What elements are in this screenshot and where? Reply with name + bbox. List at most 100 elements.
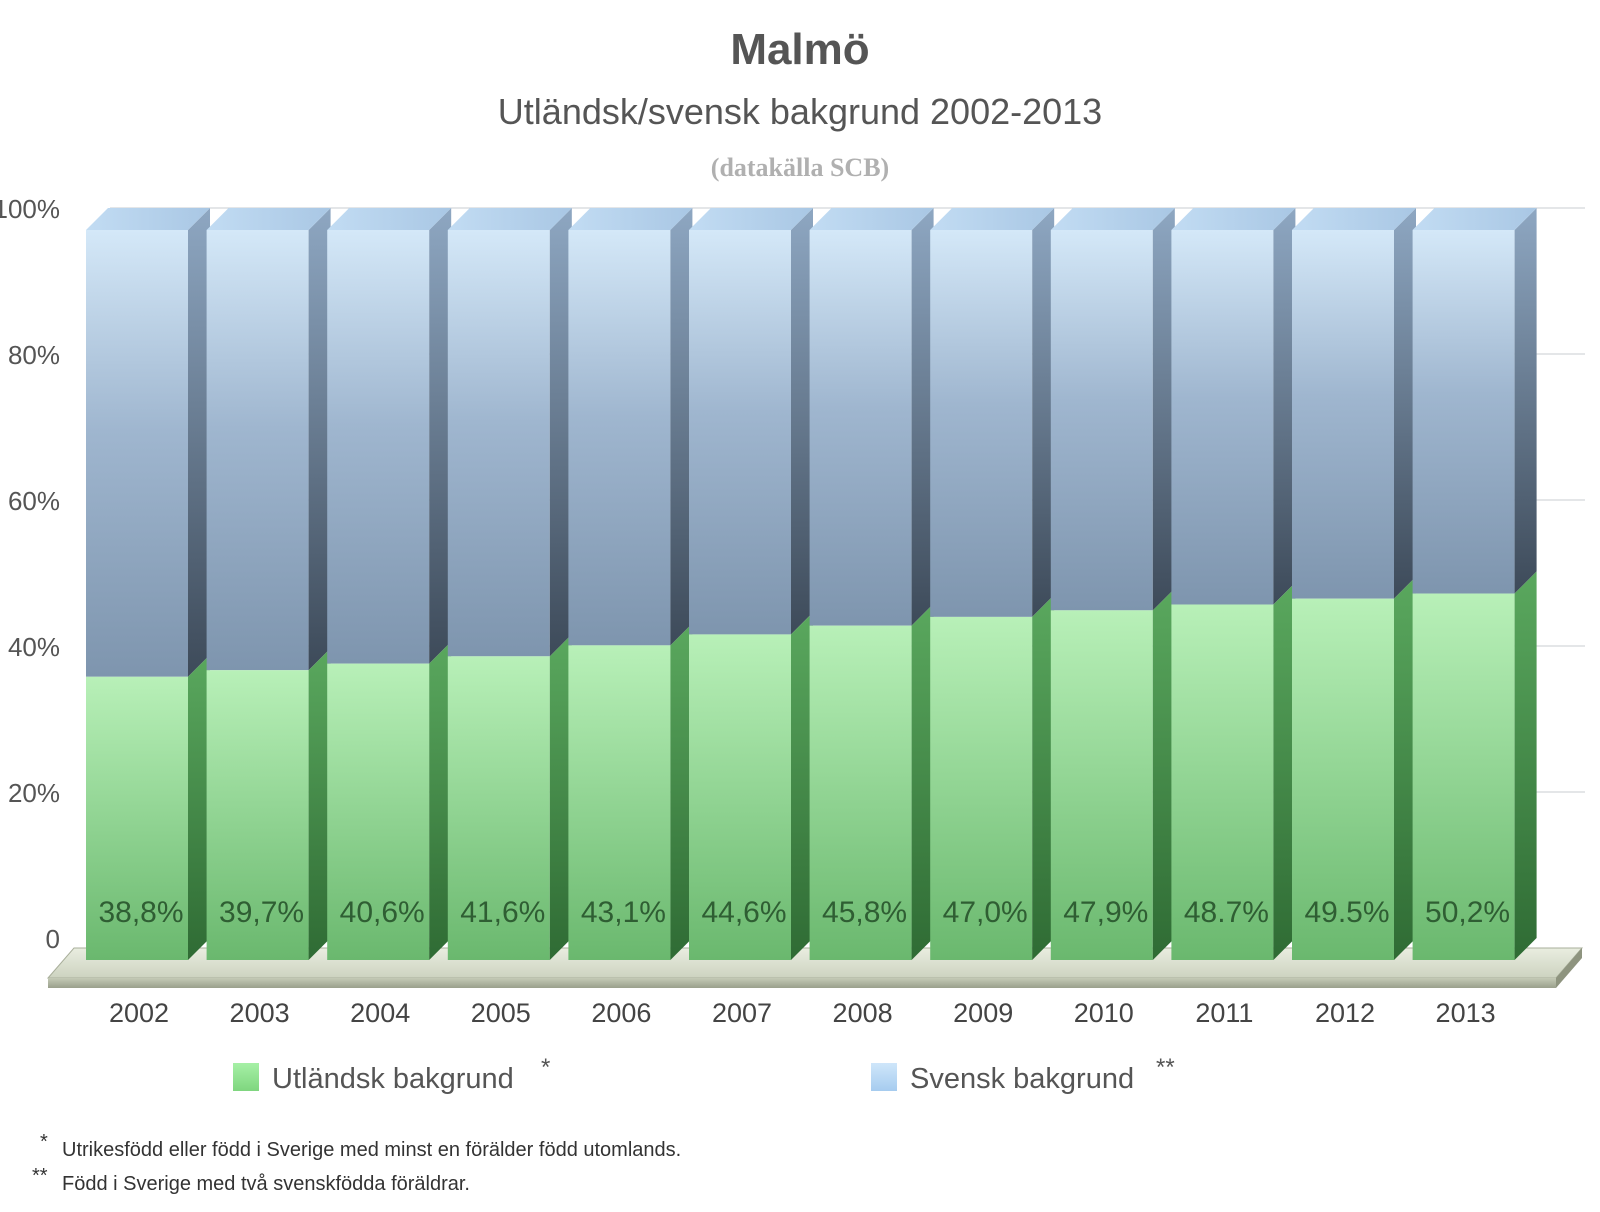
- data-label: 47,0%: [943, 896, 1028, 929]
- bar-svensk-top: [1412, 208, 1537, 230]
- footnote-text-1: Utrikesfödd eller född i Sverige med min…: [62, 1139, 681, 1161]
- bar-stack-2006: 43,1%: [568, 208, 693, 960]
- bar-utlandsk-2013: [1412, 593, 1515, 960]
- data-label: 40,6%: [340, 896, 425, 929]
- y-tick-label: 20%: [8, 778, 60, 808]
- bar-svensk-2011: [1171, 230, 1274, 605]
- bar-utlandsk-side: [1273, 582, 1296, 960]
- bar-svensk-2010: [1050, 230, 1153, 611]
- legend-marker-svensk: **: [1156, 1054, 1175, 1081]
- x-tick-label: 2002: [109, 998, 169, 1028]
- x-tick-label: 2013: [1436, 998, 1496, 1028]
- floor-front: [48, 978, 1556, 988]
- bar-utlandsk-side: [1514, 571, 1537, 960]
- data-label: 47,9%: [1063, 896, 1148, 929]
- data-label: 39,7%: [219, 896, 304, 929]
- floor-side: [1556, 948, 1582, 988]
- bar-svensk-2007: [689, 230, 791, 635]
- legend-item-utlandsk: Utländsk bakgrund *: [233, 1054, 550, 1095]
- bars: 38,8% 39,7% 40,6% 41,6% 43,1% 44,6% 45,8% 47,0%…: [86, 208, 1537, 960]
- footnotes: * Utrikesfödd eller född i Sverige med m…: [32, 1131, 681, 1195]
- bar-utlandsk-side: [429, 641, 452, 960]
- bar-stack-2012: 49.5%: [1292, 208, 1416, 960]
- bar-svensk-side: [1032, 208, 1055, 617]
- bar-utlandsk-2009: [930, 616, 1033, 960]
- bar-svensk-2006: [568, 230, 671, 646]
- bar-svensk-top: [568, 208, 693, 230]
- data-label: 45,8%: [822, 896, 907, 929]
- bar-svensk-2003: [206, 230, 309, 671]
- x-tick-label: 2007: [712, 998, 772, 1028]
- legend-label-utlandsk: Utländsk bakgrund: [272, 1063, 514, 1095]
- bar-utlandsk-2004: [327, 663, 430, 960]
- bar-svensk-side: [670, 208, 693, 646]
- bar-svensk-side: [1273, 208, 1296, 605]
- bar-svensk-2002: [86, 230, 188, 677]
- bar-svensk-side: [911, 208, 934, 626]
- bar-stack-2007: 44,6%: [689, 208, 813, 960]
- bar-svensk-side: [1152, 208, 1175, 611]
- chart-subtitle: Utländsk/svensk bakgrund 2002-2013: [498, 91, 1102, 132]
- bar-utlandsk-side: [549, 634, 572, 960]
- bar-svensk-top: [86, 208, 210, 230]
- bar-svensk-side: [1394, 208, 1416, 599]
- x-tick-label: 2003: [230, 998, 290, 1028]
- bar-svensk-2012: [1292, 230, 1394, 599]
- bar-stack-2008: 45,8%: [809, 208, 934, 960]
- bar-utlandsk-2007: [689, 634, 791, 960]
- data-label: 48.7%: [1184, 896, 1269, 929]
- bar-svensk-top: [206, 208, 331, 230]
- x-tick-label: 2004: [350, 998, 410, 1028]
- bar-utlandsk-side: [791, 612, 813, 960]
- footnote-marker-1: *: [40, 1131, 48, 1153]
- x-tick-label: 2009: [953, 998, 1013, 1028]
- y-tick-label: 60%: [8, 486, 60, 516]
- bar-svensk-side: [549, 208, 572, 657]
- bar-svensk-side: [429, 208, 452, 664]
- bar-utlandsk-2003: [206, 670, 309, 960]
- bar-stack-2004: 40,6%: [327, 208, 452, 960]
- legend-item-svensk: Svensk bakgrund **: [871, 1054, 1175, 1095]
- legend-label-svensk: Svensk bakgrund: [910, 1063, 1134, 1095]
- bar-svensk-top: [930, 208, 1055, 230]
- bar-utlandsk-side: [1032, 594, 1055, 960]
- bar-stack-2005: 41,6%: [447, 208, 572, 960]
- legend-marker-utlandsk: *: [541, 1054, 550, 1081]
- y-tick-label: 40%: [8, 632, 60, 662]
- bar-stack-2010: 47,9%: [1050, 208, 1175, 960]
- data-label: 43,1%: [581, 896, 666, 929]
- x-tick-label: 2005: [471, 998, 531, 1028]
- bar-stack-2002: 38,8%: [86, 208, 210, 960]
- bar-svensk-top: [1050, 208, 1175, 230]
- bar-svensk-2008: [809, 230, 912, 626]
- bar-svensk-side: [188, 208, 210, 677]
- bar-svensk-side: [791, 208, 813, 635]
- bar-utlandsk-side: [188, 654, 210, 960]
- bar-utlandsk-2008: [809, 625, 912, 960]
- y-axis-ticks: 0 20% 40% 60% 80% 100%: [0, 194, 60, 954]
- bar-svensk-2013: [1412, 230, 1515, 594]
- x-tick-label: 2008: [833, 998, 893, 1028]
- bar-utlandsk-2012: [1292, 598, 1394, 960]
- y-tick-label: 0: [46, 924, 60, 954]
- bar-utlandsk-2002: [86, 676, 188, 960]
- bar-svensk-side: [1514, 208, 1537, 594]
- data-label: 49.5%: [1304, 896, 1389, 929]
- bar-svensk-top: [689, 208, 813, 230]
- legend-swatch-utlandsk: [233, 1063, 259, 1091]
- y-tick-label: 80%: [8, 340, 60, 370]
- x-tick-label: 2012: [1315, 998, 1375, 1028]
- data-label: 44,6%: [701, 896, 786, 929]
- bar-utlandsk-side: [308, 648, 331, 960]
- bar-stack-2003: 39,7%: [206, 208, 331, 960]
- data-label: 38,8%: [98, 896, 183, 929]
- bar-utlandsk-2011: [1171, 604, 1274, 960]
- bar-stack-2013: 50,2%: [1412, 208, 1537, 960]
- footnote-marker-2: **: [32, 1165, 48, 1187]
- bar-svensk-top: [327, 208, 452, 230]
- bar-svensk-top: [1292, 208, 1416, 230]
- chart-source: (datakälla SCB): [711, 153, 889, 182]
- x-tick-label: 2011: [1195, 998, 1253, 1028]
- x-tick-label: 2006: [591, 998, 651, 1028]
- data-label: 50,2%: [1425, 896, 1510, 929]
